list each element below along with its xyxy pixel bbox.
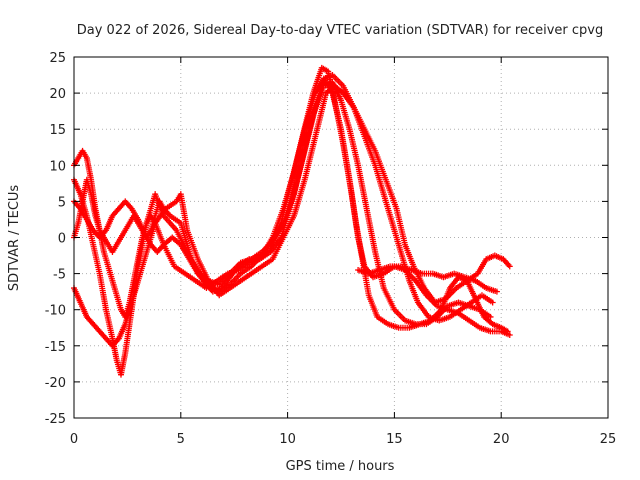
series-track-b	[71, 75, 511, 378]
y-tick-label: -10	[45, 304, 66, 319]
y-tick-label: -15	[45, 340, 66, 355]
x-tick-label: 15	[386, 432, 403, 447]
y-tick-label: -5	[53, 268, 66, 283]
data-point	[506, 263, 513, 270]
x-tick-labels: 0 5 10 15 20 25	[70, 432, 616, 447]
y-tick-label: -20	[45, 376, 66, 391]
chart-title: Day 022 of 2026, Sidereal Day-to-day VTE…	[77, 23, 603, 38]
series-track-f	[355, 263, 500, 295]
x-tick-label: 25	[600, 432, 617, 447]
x-tick-label: 20	[493, 432, 510, 447]
data-point	[489, 299, 496, 306]
data-point	[487, 313, 494, 320]
y-tick-labels: -25 -20 -15 -10 -5 0 5 10 15 20 25	[45, 51, 66, 427]
y-tick-label: -25	[45, 412, 66, 427]
grid	[74, 57, 608, 418]
y-tick-label: 10	[49, 159, 66, 174]
data-marks	[71, 64, 513, 378]
y-tick-label: 25	[49, 51, 66, 66]
x-tick-label: 5	[177, 432, 185, 447]
x-tick-label: 0	[70, 432, 78, 447]
y-tick-label: 5	[58, 195, 66, 210]
series-track-c	[71, 79, 494, 328]
y-axis-label: SDTVAR / TECUs	[7, 185, 22, 292]
series-track-e	[71, 82, 513, 349]
axis-ticks	[73, 56, 609, 419]
data-point	[504, 328, 511, 335]
y-tick-label: 0	[58, 232, 66, 247]
x-tick-label: 10	[279, 432, 296, 447]
y-tick-label: 15	[49, 123, 66, 138]
data-point	[493, 288, 500, 295]
data-point	[506, 331, 513, 338]
y-tick-label: 20	[49, 87, 66, 102]
x-axis-label: GPS time / hours	[286, 459, 395, 474]
